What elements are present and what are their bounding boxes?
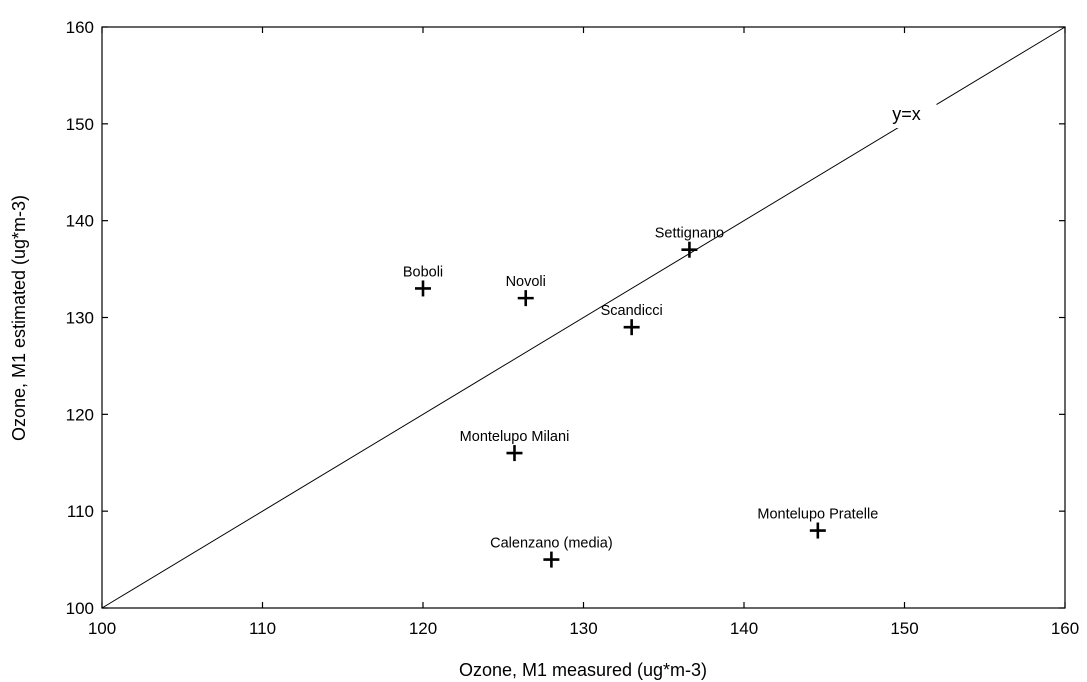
point-label: Montelupo Pratelle	[757, 507, 878, 523]
ticks: 100 110 120 130 140 150 160 100 110 120 130 140 150 1…	[66, 18, 1080, 638]
y-tick-label: 120	[66, 405, 94, 424]
x-tick-label: 140	[730, 619, 758, 638]
x-tick-label: 130	[569, 619, 597, 638]
data-point: Calenzano (media)	[490, 536, 613, 568]
data-point: Scandicci	[601, 303, 663, 336]
point-label: Montelupo Milani	[460, 429, 570, 445]
point-label: Scandicci	[601, 303, 663, 319]
data-point: Montelupo Pratelle	[757, 507, 878, 539]
y-tick-label: 100	[66, 599, 94, 618]
data-point: Montelupo Milani	[460, 429, 570, 462]
reference-line-group: y=x	[101, 26, 1066, 609]
data-points: Boboli Novoli Settignano Scandicci Montelupo…	[403, 226, 878, 568]
y-tick-label: 160	[66, 18, 94, 37]
data-point: Novoli	[506, 274, 546, 307]
x-tick-label: 120	[409, 619, 437, 638]
data-point: Settignano	[655, 226, 724, 258]
point-label: Novoli	[506, 274, 546, 290]
point-label: Calenzano (media)	[490, 536, 613, 552]
y-tick-label: 110	[67, 502, 94, 521]
y-tick-label: 150	[66, 115, 94, 134]
x-tick-label: 100	[88, 619, 116, 638]
point-label: Settignano	[655, 226, 724, 242]
x-axis-title: Ozone, M1 measured (ug*m-3)	[459, 660, 707, 680]
reference-line-label: y=x	[892, 104, 921, 124]
data-point: Boboli	[403, 264, 443, 297]
y-tick-label: 140	[66, 212, 94, 231]
reference-label-background	[874, 100, 937, 129]
x-tick-label: 110	[249, 619, 276, 638]
x-tick-label: 160	[1051, 619, 1079, 638]
x-tick-label: 150	[890, 619, 918, 638]
y-tick-label: 130	[66, 309, 94, 328]
y-axis-title: Ozone, M1 estimated (ug*m-3)	[9, 195, 29, 441]
point-label: Boboli	[403, 264, 443, 280]
